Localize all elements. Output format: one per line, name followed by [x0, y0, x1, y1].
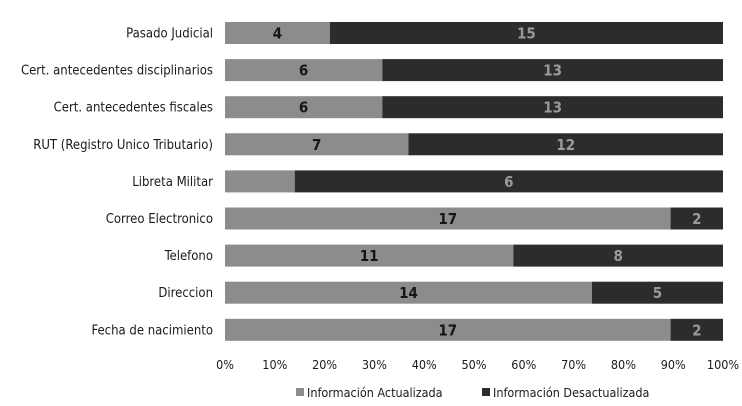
bar-segment-actualizada [225, 281, 592, 304]
data-label-actualizada: 11 [360, 247, 379, 265]
data-label-desactualizada: 2 [692, 321, 701, 339]
category-label: Correo Electronico [106, 212, 213, 227]
data-label-desactualizada: 13 [543, 99, 562, 117]
legend-label: Información Actualizada [307, 385, 443, 400]
data-label-actualizada: 6 [299, 99, 308, 117]
x-tick-label: 40% [412, 357, 437, 372]
legend-label: Información Desactualizada [493, 385, 649, 400]
data-label-desactualizada: 12 [556, 136, 575, 154]
data-label-actualizada: 7 [312, 136, 321, 154]
bar-segment-actualizada [225, 22, 330, 44]
bar-segment-actualizada [225, 96, 383, 119]
data-label-desactualizada: 8 [613, 247, 622, 265]
bar-segment-desactualizada [382, 96, 723, 119]
data-label-actualizada: 17 [438, 321, 457, 339]
bar-segment-desactualizada [408, 133, 723, 156]
x-tick-label: 90% [661, 357, 686, 372]
data-label-desactualizada: 6 [504, 173, 513, 191]
bar-segment-desactualizada [670, 207, 723, 230]
data-label-actualizada: 17 [438, 210, 457, 228]
data-label-actualizada: 4 [273, 25, 282, 43]
bar-segment-desactualizada [670, 318, 723, 341]
x-tick-label: 80% [611, 357, 636, 372]
bar-segment-desactualizada [329, 22, 723, 44]
legend-swatch [482, 388, 490, 396]
x-tick-label: 10% [262, 357, 287, 372]
x-tick-label: 70% [561, 357, 586, 372]
bar-segment-actualizada [225, 318, 671, 341]
x-tick-label: 100% [707, 357, 739, 372]
bar-segment-actualizada [225, 170, 295, 193]
category-label: Telefono [164, 249, 213, 264]
x-tick-label: 60% [511, 357, 536, 372]
data-label-desactualizada: 2 [692, 210, 701, 228]
category-label: Direccion [158, 286, 213, 301]
bar-segment-desactualizada [591, 281, 723, 304]
x-tick-label: 50% [462, 357, 487, 372]
category-label: Fecha de nacimiento [91, 323, 213, 338]
bar-segment-actualizada [225, 207, 671, 230]
category-label: Pasado Judicial [126, 27, 213, 42]
legend-swatch [296, 388, 304, 396]
x-tick-label: 30% [362, 357, 387, 372]
bar-segment-actualizada [225, 59, 383, 82]
x-tick-label: 20% [312, 357, 337, 372]
data-label-desactualizada: 5 [653, 284, 662, 302]
category-label: Cert. antecedentes fiscales [54, 101, 213, 116]
data-label-actualizada: 6 [299, 62, 308, 80]
bar-segment-desactualizada [513, 244, 723, 267]
category-label: Cert. antecedentes disciplinarios [21, 64, 213, 79]
x-tick-label: 0% [216, 357, 234, 372]
bar-segment-actualizada [225, 133, 409, 156]
data-label-desactualizada: 13 [543, 62, 562, 80]
category-label: Libreta Militar [132, 175, 213, 190]
data-label-actualizada: 14 [399, 284, 418, 302]
bar-segment-actualizada [225, 244, 514, 267]
bar-segment-desactualizada [294, 170, 723, 193]
data-label-desactualizada: 15 [517, 25, 536, 43]
bar-segment-desactualizada [382, 59, 723, 82]
category-label: RUT (Registro Unico Tributario) [33, 138, 213, 153]
